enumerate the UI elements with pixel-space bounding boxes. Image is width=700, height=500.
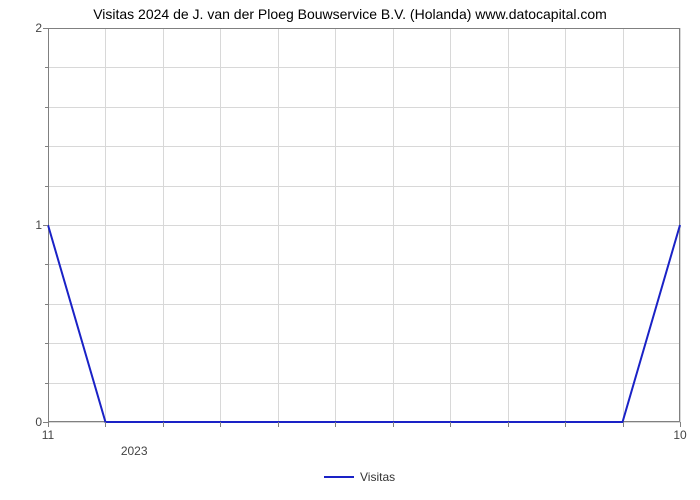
legend-label: Visitas [360, 470, 395, 484]
ytick-minor [45, 304, 48, 305]
ytick-label: 0 [14, 415, 42, 429]
ytick-minor [45, 343, 48, 344]
ytick-minor [45, 107, 48, 108]
ytick-label: 2 [14, 21, 42, 35]
xtick-mark [623, 422, 624, 427]
xtick-mark [335, 422, 336, 427]
ytick-minor [45, 264, 48, 265]
grid-line-v [680, 28, 681, 422]
ytick-minor [45, 67, 48, 68]
plot-area [48, 28, 680, 422]
xtick-mark [393, 422, 394, 427]
series-line [48, 28, 680, 422]
ytick-label: 1 [14, 218, 42, 232]
ytick-minor [45, 383, 48, 384]
ytick-minor [45, 186, 48, 187]
legend-swatch [324, 476, 354, 478]
xtick-mark [220, 422, 221, 427]
xtick-mark [680, 422, 681, 427]
xaxis-secondary-label: 2023 [121, 444, 148, 458]
ytick-minor [45, 146, 48, 147]
xtick-mark [565, 422, 566, 427]
ytick-mark [43, 225, 48, 226]
ytick-mark [43, 28, 48, 29]
xtick-mark [163, 422, 164, 427]
legend: Visitas [324, 470, 395, 484]
xtick-mark [48, 422, 49, 427]
xtick-mark [508, 422, 509, 427]
xtick-mark [278, 422, 279, 427]
xtick-mark [105, 422, 106, 427]
chart-title: Visitas 2024 de J. van der Ploeg Bouwser… [0, 6, 700, 22]
xtick-label: 11 [42, 428, 54, 442]
xtick-label: 10 [673, 428, 686, 442]
xtick-mark [450, 422, 451, 427]
